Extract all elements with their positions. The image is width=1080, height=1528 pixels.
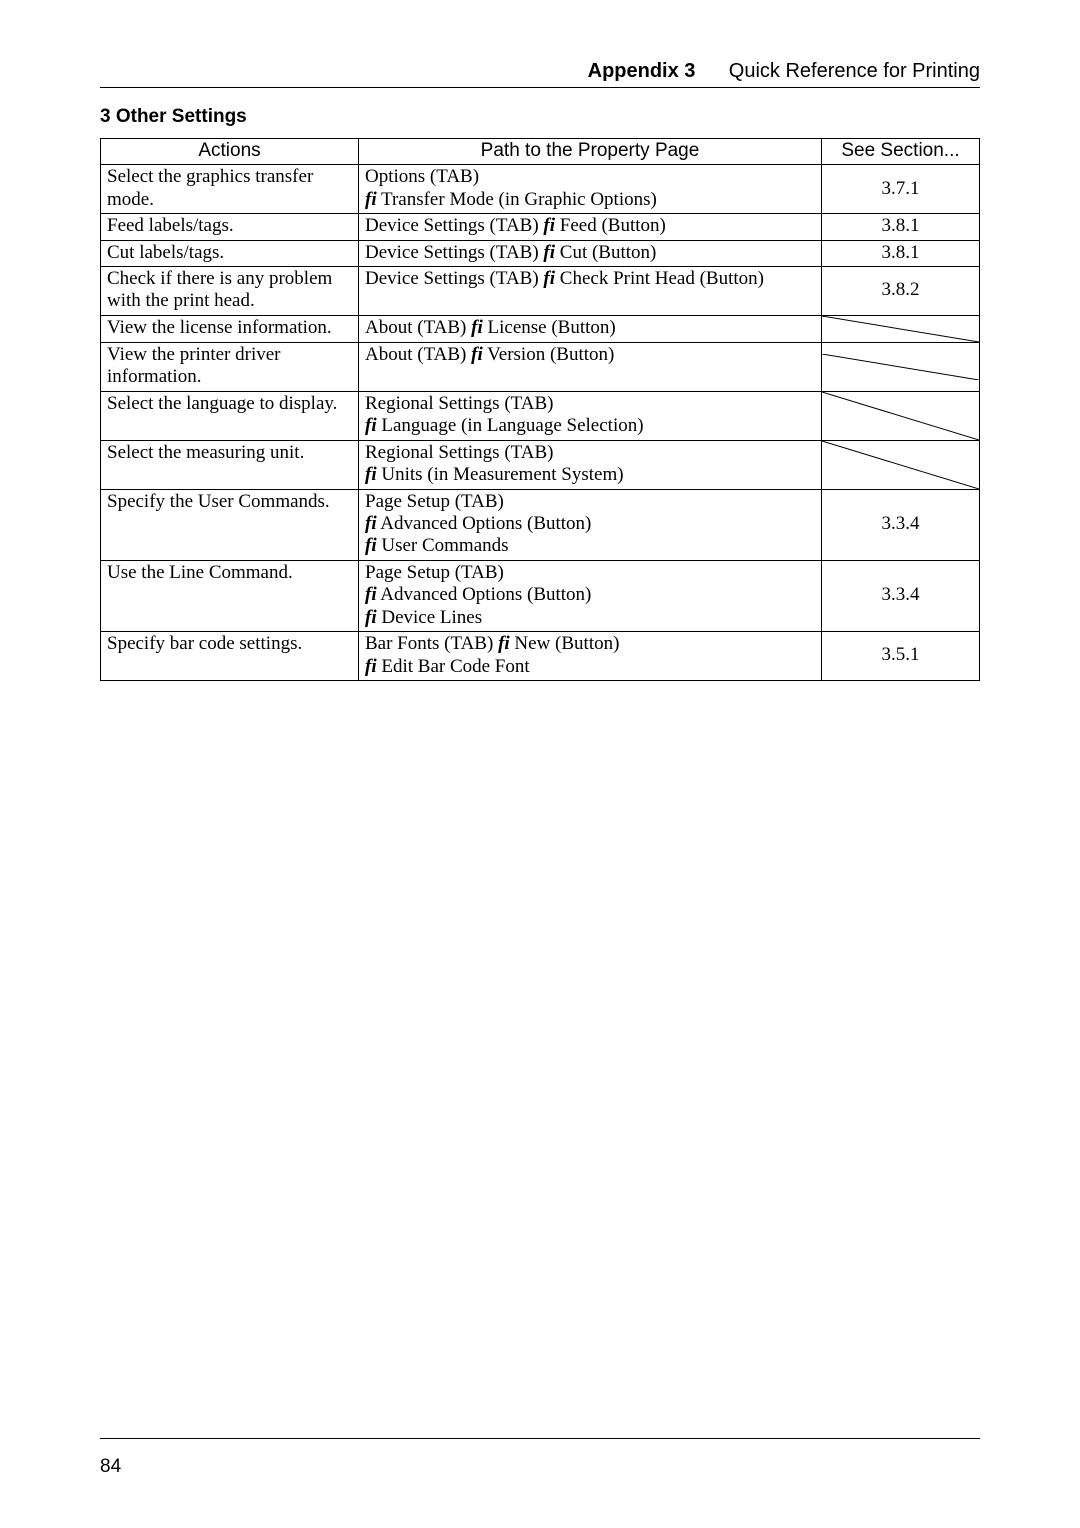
arrow-icon: fi (543, 242, 555, 263)
arrow-icon: fi (365, 464, 377, 485)
action-cell: View the printer driver information. (101, 342, 359, 391)
diagonal-slash-icon (822, 392, 979, 440)
arrow-icon: fi (365, 584, 377, 605)
col-header-path: Path to the Property Page (359, 139, 822, 165)
action-cell: Select the language to display. (101, 391, 359, 440)
action-cell: View the license information. (101, 315, 359, 342)
appendix-title: Quick Reference for Printing (729, 60, 980, 82)
table-row: Use the Line Command.Page Setup (TAB)fi … (101, 560, 980, 631)
action-cell: Use the Line Command. (101, 560, 359, 631)
section-cell: 3.8.2 (822, 267, 980, 316)
section-cell (822, 391, 980, 440)
arrow-icon: fi (471, 317, 483, 338)
table-row: Cut labels/tags.Device Settings (TAB) fi… (101, 240, 980, 266)
path-cell: About (TAB) fi License (Button) (359, 315, 822, 342)
table-body: Select the graphics transfer mode.Option… (101, 165, 980, 681)
path-cell: Device Settings (TAB) fi Feed (Button) (359, 214, 822, 240)
table-row: Select the measuring unit.Regional Setti… (101, 440, 980, 489)
table-row: Specify the User Commands.Page Setup (TA… (101, 489, 980, 560)
section-cell: 3.3.4 (822, 560, 980, 631)
header-rule (100, 87, 980, 88)
action-cell: Specify the User Commands. (101, 489, 359, 560)
appendix-label: Appendix 3 (588, 60, 696, 82)
path-cell: About (TAB) fi Version (Button) (359, 342, 822, 391)
page-header: Appendix 3 Quick Reference for Printing (100, 60, 980, 83)
path-cell: Page Setup (TAB)fi Advanced Options (But… (359, 489, 822, 560)
path-cell: Regional Settings (TAB)fi Language (in L… (359, 391, 822, 440)
action-cell: Cut labels/tags. (101, 240, 359, 266)
section-cell (822, 342, 980, 391)
diagonal-slash-icon (822, 441, 979, 489)
arrow-icon: fi (365, 189, 377, 210)
table-header-row: Actions Path to the Property Page See Se… (101, 139, 980, 165)
arrow-icon: fi (365, 535, 377, 556)
section-cell (822, 315, 980, 342)
action-cell: Check if there is any problem with the p… (101, 267, 359, 316)
table-row: View the license information.About (TAB)… (101, 315, 980, 342)
section-cell: 3.7.1 (822, 165, 980, 214)
diagonal-slash-icon (822, 316, 979, 342)
table-row: Select the language to display.Regional … (101, 391, 980, 440)
path-cell: Bar Fonts (TAB) fi New (Button)fi Edit B… (359, 632, 822, 681)
col-header-section: See Section... (822, 139, 980, 165)
arrow-icon: fi (543, 215, 555, 236)
path-cell: Regional Settings (TAB)fi Units (in Meas… (359, 440, 822, 489)
section-cell: 3.8.1 (822, 214, 980, 240)
page-number: 84 (100, 1456, 121, 1478)
arrow-icon: fi (365, 607, 377, 628)
section-heading: 3 Other Settings (100, 106, 980, 128)
diagonal-slash-icon (822, 354, 979, 380)
table-row: Select the graphics transfer mode.Option… (101, 165, 980, 214)
action-cell: Feed labels/tags. (101, 214, 359, 240)
arrow-icon: fi (543, 268, 555, 289)
table-row: Check if there is any problem with the p… (101, 267, 980, 316)
arrow-icon: fi (498, 633, 510, 654)
arrow-icon: fi (365, 656, 377, 677)
path-cell: Device Settings (TAB) fi Check Print Hea… (359, 267, 822, 316)
path-cell: Options (TAB)fi Transfer Mode (in Graphi… (359, 165, 822, 214)
action-cell: Select the measuring unit. (101, 440, 359, 489)
settings-table: Actions Path to the Property Page See Se… (100, 138, 980, 681)
section-cell: 3.8.1 (822, 240, 980, 266)
document-page: Appendix 3 Quick Reference for Printing … (0, 0, 1080, 1528)
arrow-icon: fi (471, 344, 483, 365)
table-row: View the printer driver information.Abou… (101, 342, 980, 391)
section-cell (822, 440, 980, 489)
path-cell: Device Settings (TAB) fi Cut (Button) (359, 240, 822, 266)
col-header-actions: Actions (101, 139, 359, 165)
section-cell: 3.5.1 (822, 632, 980, 681)
table-row: Feed labels/tags.Device Settings (TAB) f… (101, 214, 980, 240)
action-cell: Specify bar code settings. (101, 632, 359, 681)
arrow-icon: fi (365, 415, 377, 436)
action-cell: Select the graphics transfer mode. (101, 165, 359, 214)
footer-rule (100, 1438, 980, 1439)
table-row: Specify bar code settings.Bar Fonts (TAB… (101, 632, 980, 681)
arrow-icon: fi (365, 513, 377, 534)
path-cell: Page Setup (TAB)fi Advanced Options (But… (359, 560, 822, 631)
section-cell: 3.3.4 (822, 489, 980, 560)
